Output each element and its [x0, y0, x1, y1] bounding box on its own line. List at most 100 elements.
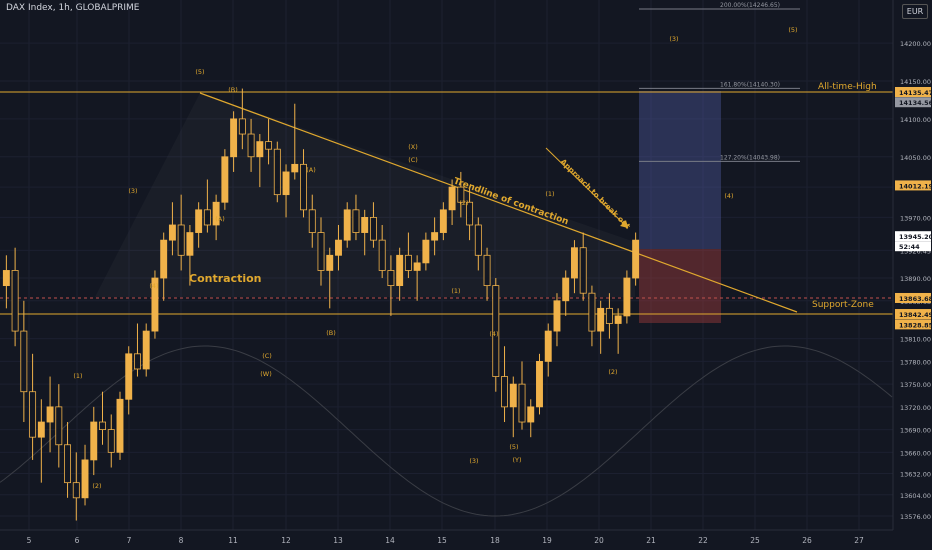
candle-body [186, 232, 194, 256]
price-tag-label: 14012.19 [899, 182, 932, 190]
candle-body [99, 421, 106, 431]
wave-label: (1) [451, 287, 460, 295]
price-tag-label: 13863.68 [899, 295, 932, 303]
candle-body [457, 186, 465, 203]
price-tick-label: 14150.00 [900, 78, 931, 86]
candle-body [317, 232, 325, 271]
time-tick-label: 12 [281, 536, 291, 545]
candle-body [81, 459, 89, 499]
wave-label: (2) [92, 482, 101, 490]
price-tick-label: 13780.00 [900, 358, 931, 366]
candle-body [536, 360, 543, 408]
wave-label: (A) [215, 215, 225, 223]
currency-button[interactable]: EUR [902, 4, 928, 19]
candle-body [343, 209, 351, 241]
price-tag-label: 13828.85 [899, 321, 932, 329]
candle-body [151, 277, 159, 332]
candle-body [518, 383, 526, 423]
time-tick-label: 7 [127, 536, 132, 545]
candle-body [2, 270, 10, 287]
approach-arrow [545, 147, 629, 229]
candle-body [134, 353, 141, 370]
wave-label: (3) [469, 457, 478, 465]
candle-body [212, 201, 220, 226]
candle-body [448, 186, 456, 211]
price-tag-label: 13945.20 [899, 233, 932, 241]
candle-body [605, 307, 613, 324]
candle-body [282, 171, 290, 196]
wave-label: (X) [408, 143, 418, 151]
fib-level-label: 161.80%(14140.30) [720, 81, 780, 88]
price-tick-label: 14100.00 [900, 116, 931, 124]
time-tick-label: 20 [594, 536, 604, 545]
wave-label: (5) [509, 443, 518, 451]
price-tag [895, 180, 931, 191]
candle-body [29, 391, 37, 438]
candle-body [509, 383, 517, 408]
wave-label: (3) [128, 187, 137, 195]
price-tick-label: 13926.45 [900, 247, 931, 255]
candle-body [623, 277, 631, 317]
wave-label: (5) [195, 68, 204, 76]
price-tag [895, 231, 931, 242]
contraction-label: Contraction [189, 272, 262, 285]
wave-label: (C) [262, 352, 272, 360]
cycle-curve [0, 345, 893, 517]
price-tick-label: 13890.00 [900, 275, 931, 283]
candle-body [632, 239, 640, 279]
stop-zone [639, 249, 721, 323]
candle-body [326, 254, 334, 271]
time-tick-label: 27 [854, 536, 864, 545]
price-tick-label: 13810.00 [900, 336, 931, 344]
wave-label: (A) [306, 166, 316, 174]
price-tick-label: 13690.00 [900, 427, 931, 435]
candle-body [230, 118, 238, 158]
wave-label: (C) [408, 156, 418, 164]
candle-body [431, 232, 439, 241]
time-tick-label: 14 [385, 536, 395, 545]
candle-body [387, 270, 395, 287]
wave-label: (5) [788, 26, 797, 34]
candle-body [396, 254, 404, 287]
price-tick-label: 13604.00 [900, 492, 931, 500]
candle-body [483, 254, 491, 287]
candle-body [352, 209, 360, 233]
candle-body [413, 262, 421, 271]
price-tag-label: 52:44 [899, 243, 920, 251]
price-tag [895, 241, 931, 252]
candle-body [378, 239, 386, 271]
wave-label: (3) [669, 35, 678, 43]
candle-body [492, 285, 500, 377]
candle-body [404, 254, 412, 271]
candle-body [247, 133, 255, 158]
price-tick-label: 13632.00 [900, 471, 931, 479]
time-tick-label: 15 [437, 536, 447, 545]
candle-body [361, 217, 369, 233]
time-tick-label: 25 [750, 536, 760, 545]
time-tick-label: 11 [228, 536, 238, 545]
candle-body [64, 444, 72, 484]
candle-body [221, 156, 229, 203]
fib-level-label: 200.00%(14246.65) [720, 2, 780, 9]
candle-body [562, 277, 570, 302]
price-tick-label: 13660.00 [900, 449, 931, 457]
candle-body [37, 421, 45, 438]
candle-body [116, 398, 124, 453]
candle-body [308, 209, 316, 233]
candle-body [125, 353, 133, 400]
price-tag [895, 292, 931, 303]
price-tick-label: 13750.00 [900, 381, 931, 389]
fib-level-label: 127.20%(14043.98) [720, 154, 780, 161]
wave-label: (4) [149, 282, 158, 290]
candle-body [579, 247, 587, 294]
support-zone-label: Support-Zone [812, 300, 874, 310]
target-zone [639, 91, 721, 249]
price-tag [895, 309, 931, 320]
wave-label: (Y) [512, 456, 521, 464]
wave-label: (1) [545, 190, 554, 198]
candle-body [422, 239, 430, 264]
price-tag [895, 319, 931, 330]
time-tick-label: 8 [179, 536, 184, 545]
